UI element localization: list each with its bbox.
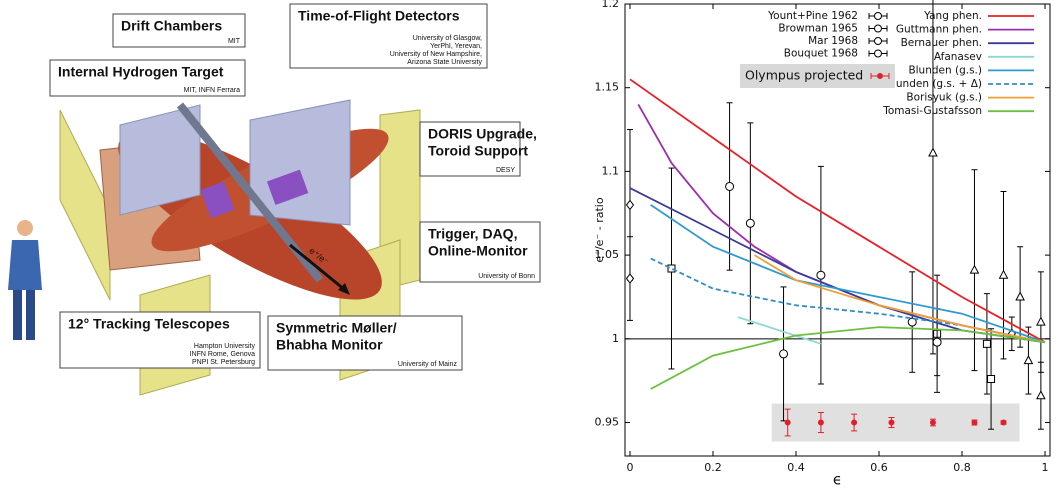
data-point — [988, 375, 995, 382]
box-detail: YerPhI, Yerevan, — [430, 43, 482, 50]
data-point — [817, 271, 825, 279]
data-point — [983, 340, 990, 347]
legend-label: Tomasi-Gustafsson — [882, 105, 982, 117]
figure: e⁺/e⁻ Drift ChambersMITTime-of-Flight De… — [0, 0, 1056, 490]
data-point — [746, 219, 754, 227]
box-detail: Hampton University — [194, 343, 256, 350]
theory-curve — [755, 255, 1046, 342]
box-detail: University of Glasgow, — [413, 35, 482, 42]
box-detail: INFN Rome, Genova — [190, 351, 255, 358]
data-point — [1000, 271, 1008, 279]
data-point — [780, 350, 788, 358]
legend-label: Bernauer phen. — [901, 37, 982, 49]
box-title: 12° Tracking Telescopes — [68, 316, 230, 332]
legend-label: Guttmann phen. — [896, 24, 982, 36]
box-title: Internal Hydrogen Target — [58, 64, 224, 80]
box-detail: PNPI St. Petersburg — [192, 359, 255, 366]
theory-curve — [630, 188, 1045, 342]
legend-label: Olympus projected — [745, 68, 863, 83]
y-tick-label: 1 — [612, 332, 619, 345]
y-axis-label: e⁺/e⁻ - ratio — [593, 197, 606, 262]
box-title: Trigger, DAQ, — [428, 226, 517, 242]
box-detail: University of Bonn — [478, 273, 535, 280]
data-point — [1037, 318, 1045, 326]
box-detail: University of Mainz — [398, 361, 458, 368]
data-point — [726, 182, 734, 190]
theory-curve — [651, 327, 1045, 389]
box-title: Toroid Support — [428, 143, 528, 159]
person-icon — [8, 220, 42, 340]
box-title: Symmetric Møller/ — [276, 320, 397, 336]
box-title: DORIS Upgrade, — [428, 126, 537, 142]
theory-curve — [651, 205, 1045, 342]
data-point — [929, 148, 937, 156]
data-point — [1037, 391, 1045, 399]
y-tick-label: 1.15 — [595, 81, 620, 94]
x-axis-label: ϵ — [833, 471, 842, 489]
data-point — [972, 420, 977, 425]
x-tick-label: 0.2 — [704, 461, 722, 474]
x-tick-label: 0.6 — [870, 461, 888, 474]
x-tick-label: 0 — [626, 461, 633, 474]
data-point — [626, 200, 633, 209]
data-point — [1024, 356, 1032, 364]
data-point — [889, 420, 894, 425]
data-point — [970, 266, 978, 274]
legend-label: Yang phen. — [923, 10, 982, 22]
legend-swatch — [875, 13, 882, 20]
legend-label: Bouquet 1968 — [784, 48, 858, 60]
legend-swatch — [878, 74, 883, 79]
data-point — [1001, 420, 1006, 425]
box-title: Bhabha Monitor — [276, 337, 383, 353]
x-tick-label: 0.8 — [953, 461, 971, 474]
x-tick-label: 1 — [1042, 461, 1049, 474]
box-detail: MIT, INFN Ferrara — [184, 87, 240, 94]
box-detail: University of New Hampshire, — [390, 51, 482, 58]
box-detail: MIT — [228, 38, 241, 45]
data-point — [1016, 292, 1024, 300]
data-point — [852, 420, 857, 425]
legend-label: Borisyuk (g.s.) — [906, 92, 982, 104]
data-point — [818, 420, 823, 425]
box-title: Time-of-Flight Detectors — [298, 8, 460, 24]
legend-label: Afanasev — [934, 51, 982, 63]
box-detail: Arizona State University — [407, 59, 482, 66]
box-title: Online-Monitor — [428, 243, 528, 259]
x-tick-label: 0.4 — [787, 461, 805, 474]
y-tick-label: 1.2 — [602, 0, 620, 10]
highlight-band — [772, 404, 1020, 442]
theory-curve — [630, 79, 1045, 342]
data-point — [930, 420, 935, 425]
legend-label: Yount+Pine 1962 — [767, 10, 858, 22]
data-point — [933, 338, 941, 346]
data-point — [785, 420, 790, 425]
legend-label: Blunden (g.s.) — [908, 64, 982, 76]
data-point — [668, 265, 675, 272]
box-detail: DESY — [496, 167, 515, 174]
y-tick-label: 1.1 — [602, 164, 620, 177]
box-title: Drift Chambers — [121, 18, 222, 34]
y-tick-label: 0.95 — [595, 416, 620, 429]
legend-swatch — [875, 50, 882, 57]
legend-label: Mar 1968 — [808, 35, 858, 47]
legend-label: Browman 1965 — [778, 23, 858, 35]
legend-swatch — [875, 38, 882, 45]
legend-label: Blunden (g.s. + Δ) — [886, 78, 982, 90]
legend-swatch — [875, 25, 882, 32]
data-point — [626, 274, 633, 283]
